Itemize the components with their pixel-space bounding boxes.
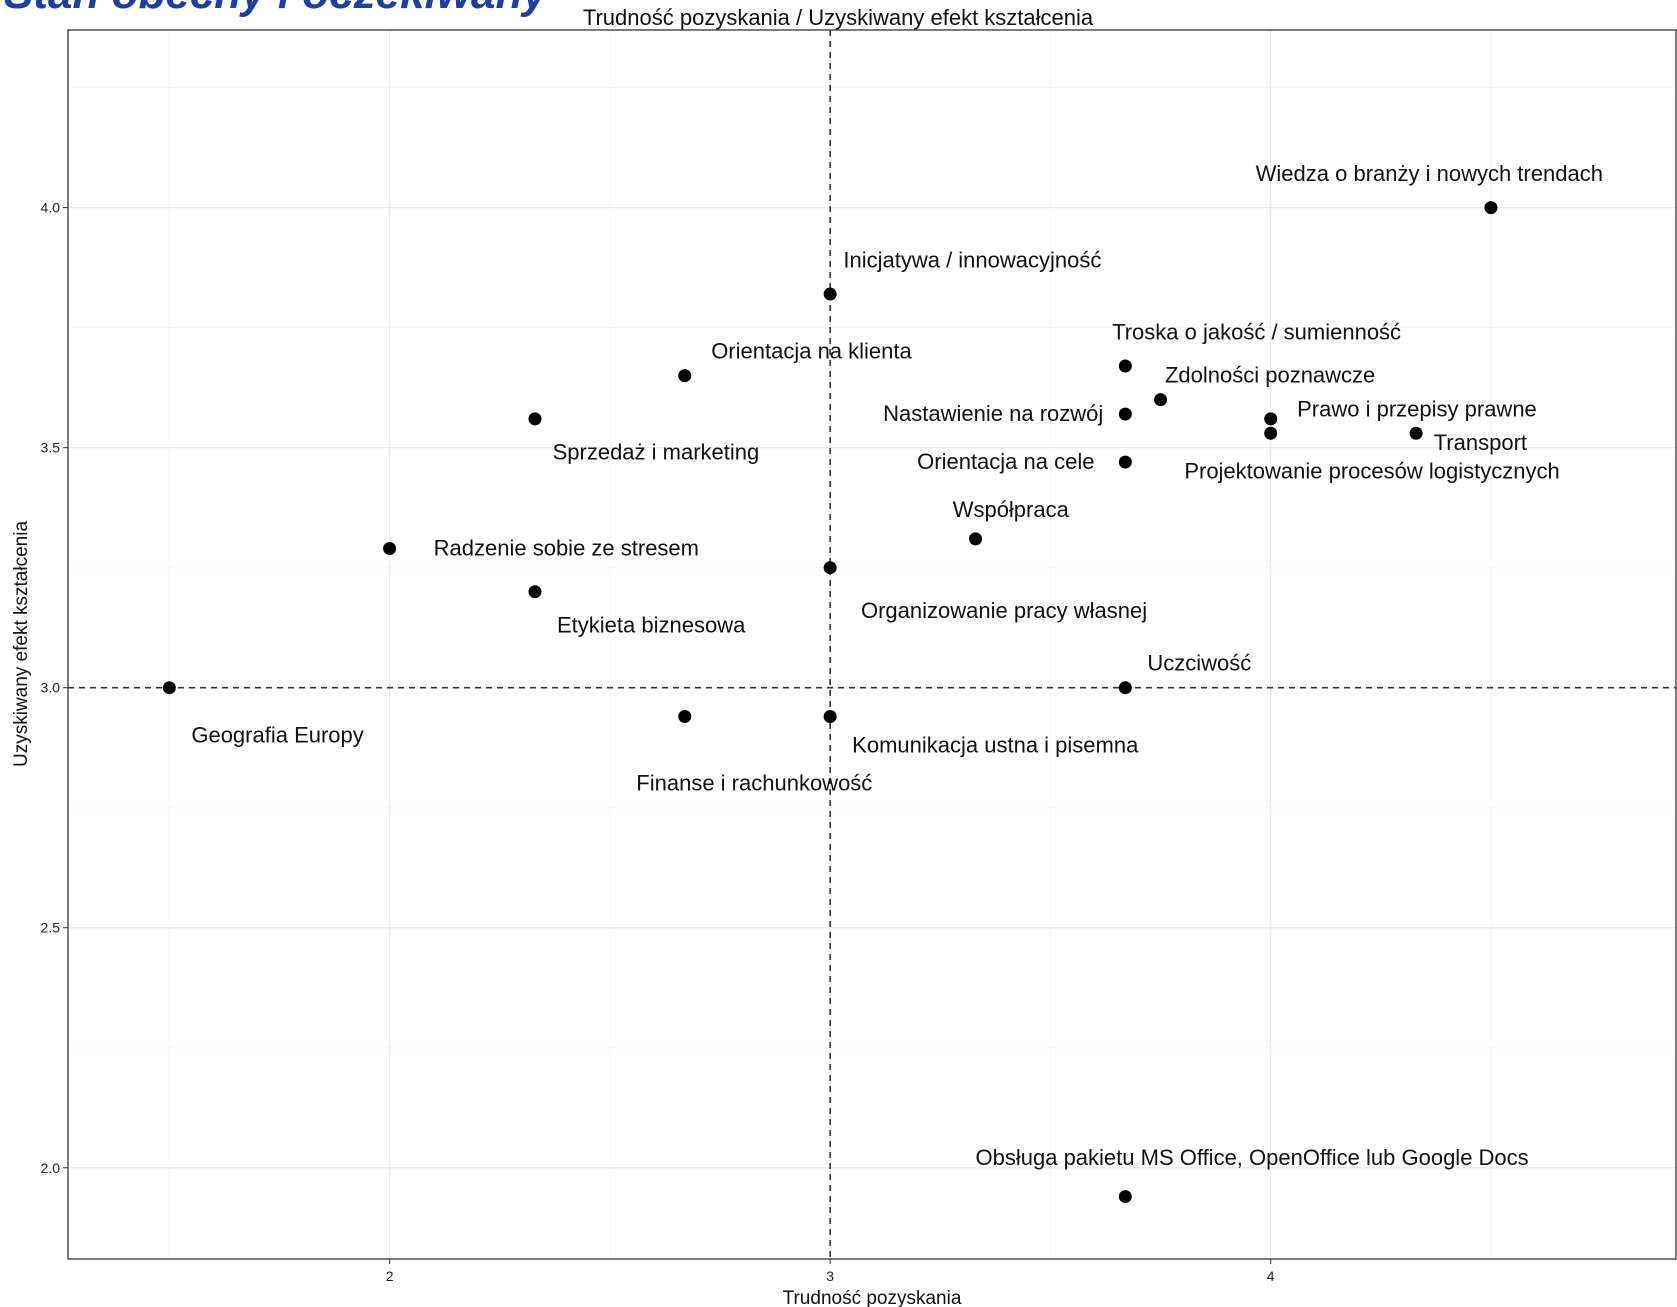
data-point	[1264, 412, 1278, 426]
data-point-label: Etykieta biznesowa	[557, 612, 746, 637]
y-tick-label: 2.5	[41, 920, 61, 936]
data-point	[528, 585, 542, 599]
data-point-label: Obsługa pakietu MS Office, OpenOffice lu…	[976, 1145, 1529, 1170]
y-tick-label: 2.0	[41, 1160, 61, 1176]
y-tick-label: 3.0	[41, 680, 61, 696]
data-point	[823, 710, 837, 724]
data-point	[1118, 359, 1132, 373]
data-point	[383, 541, 397, 555]
data-point-label: Sprzedaż i marketing	[553, 439, 760, 464]
plot-panel-border	[67, 29, 1677, 1260]
data-point	[528, 412, 542, 426]
data-point	[1264, 426, 1278, 440]
data-point	[1118, 681, 1132, 695]
data-point	[1118, 1190, 1132, 1204]
data-point-label: Nastawienie na rozwój	[883, 401, 1103, 426]
data-point-label: Współpraca	[953, 497, 1070, 522]
slide-header-text: Stan obecny i oczekiwany	[4, 0, 549, 18]
data-point	[678, 710, 692, 724]
y-tick-label: 4.0	[41, 200, 61, 216]
data-point-label: Radzenie sobie ze stresem	[434, 535, 699, 560]
data-point	[1154, 393, 1168, 407]
point-labels: Wiedza o branży i nowych trendach Inicjat…	[191, 161, 1603, 1170]
data-point	[969, 532, 983, 546]
reference-lines	[68, 30, 1676, 1259]
x-tick-label: 2	[386, 1268, 394, 1284]
y-axis-ticks: 2.0 2.5 3.0 3.5 4.0	[41, 200, 68, 1176]
y-tick-label: 3.5	[41, 440, 61, 456]
data-point	[823, 561, 837, 575]
data-point-label: Orientacja na cele	[917, 449, 1094, 474]
x-axis-ticks: 2 3 4	[386, 1259, 1275, 1284]
data-point-label: Transport	[1434, 430, 1527, 455]
x-tick-label: 3	[826, 1268, 834, 1284]
data-point-label: Orientacja na klienta	[711, 339, 912, 364]
data-point-label: Finanse i rachunkowość	[636, 771, 872, 796]
data-point	[1409, 426, 1423, 440]
data-point	[678, 369, 692, 383]
chart-title: Trudność pozyskania / Uzyskiwany efekt k…	[583, 5, 1094, 30]
data-point-label: Geografia Europy	[191, 723, 363, 748]
data-point	[1484, 201, 1498, 215]
data-point-label: Projektowanie procesów logistycznych	[1184, 459, 1559, 484]
data-point	[162, 681, 176, 695]
data-point	[1118, 455, 1132, 469]
data-point-label: Organizowanie pracy własnej	[861, 598, 1147, 623]
data-point-label: Inicjatywa / innowacyjność	[843, 247, 1101, 272]
x-axis-title: Trudność pozyskania	[783, 1288, 962, 1307]
data-point	[823, 287, 837, 301]
data-point-label: Troska o jakość / sumienność	[1112, 319, 1401, 344]
x-tick-label: 4	[1267, 1268, 1275, 1284]
y-axis-title: Uzyskiwany efekt kształcenia	[11, 521, 32, 767]
data-point-label: Wiedza o branży i nowych trendach	[1256, 161, 1603, 186]
data-point-label: Uczciwość	[1147, 651, 1251, 676]
data-point-label: Zdolności poznawcze	[1165, 363, 1375, 388]
data-point-label: Komunikacja ustna i pisemna	[852, 732, 1139, 757]
data-point	[1118, 407, 1132, 421]
data-point-label: Prawo i przepisy prawne	[1297, 396, 1537, 421]
data-points	[162, 201, 1498, 1204]
